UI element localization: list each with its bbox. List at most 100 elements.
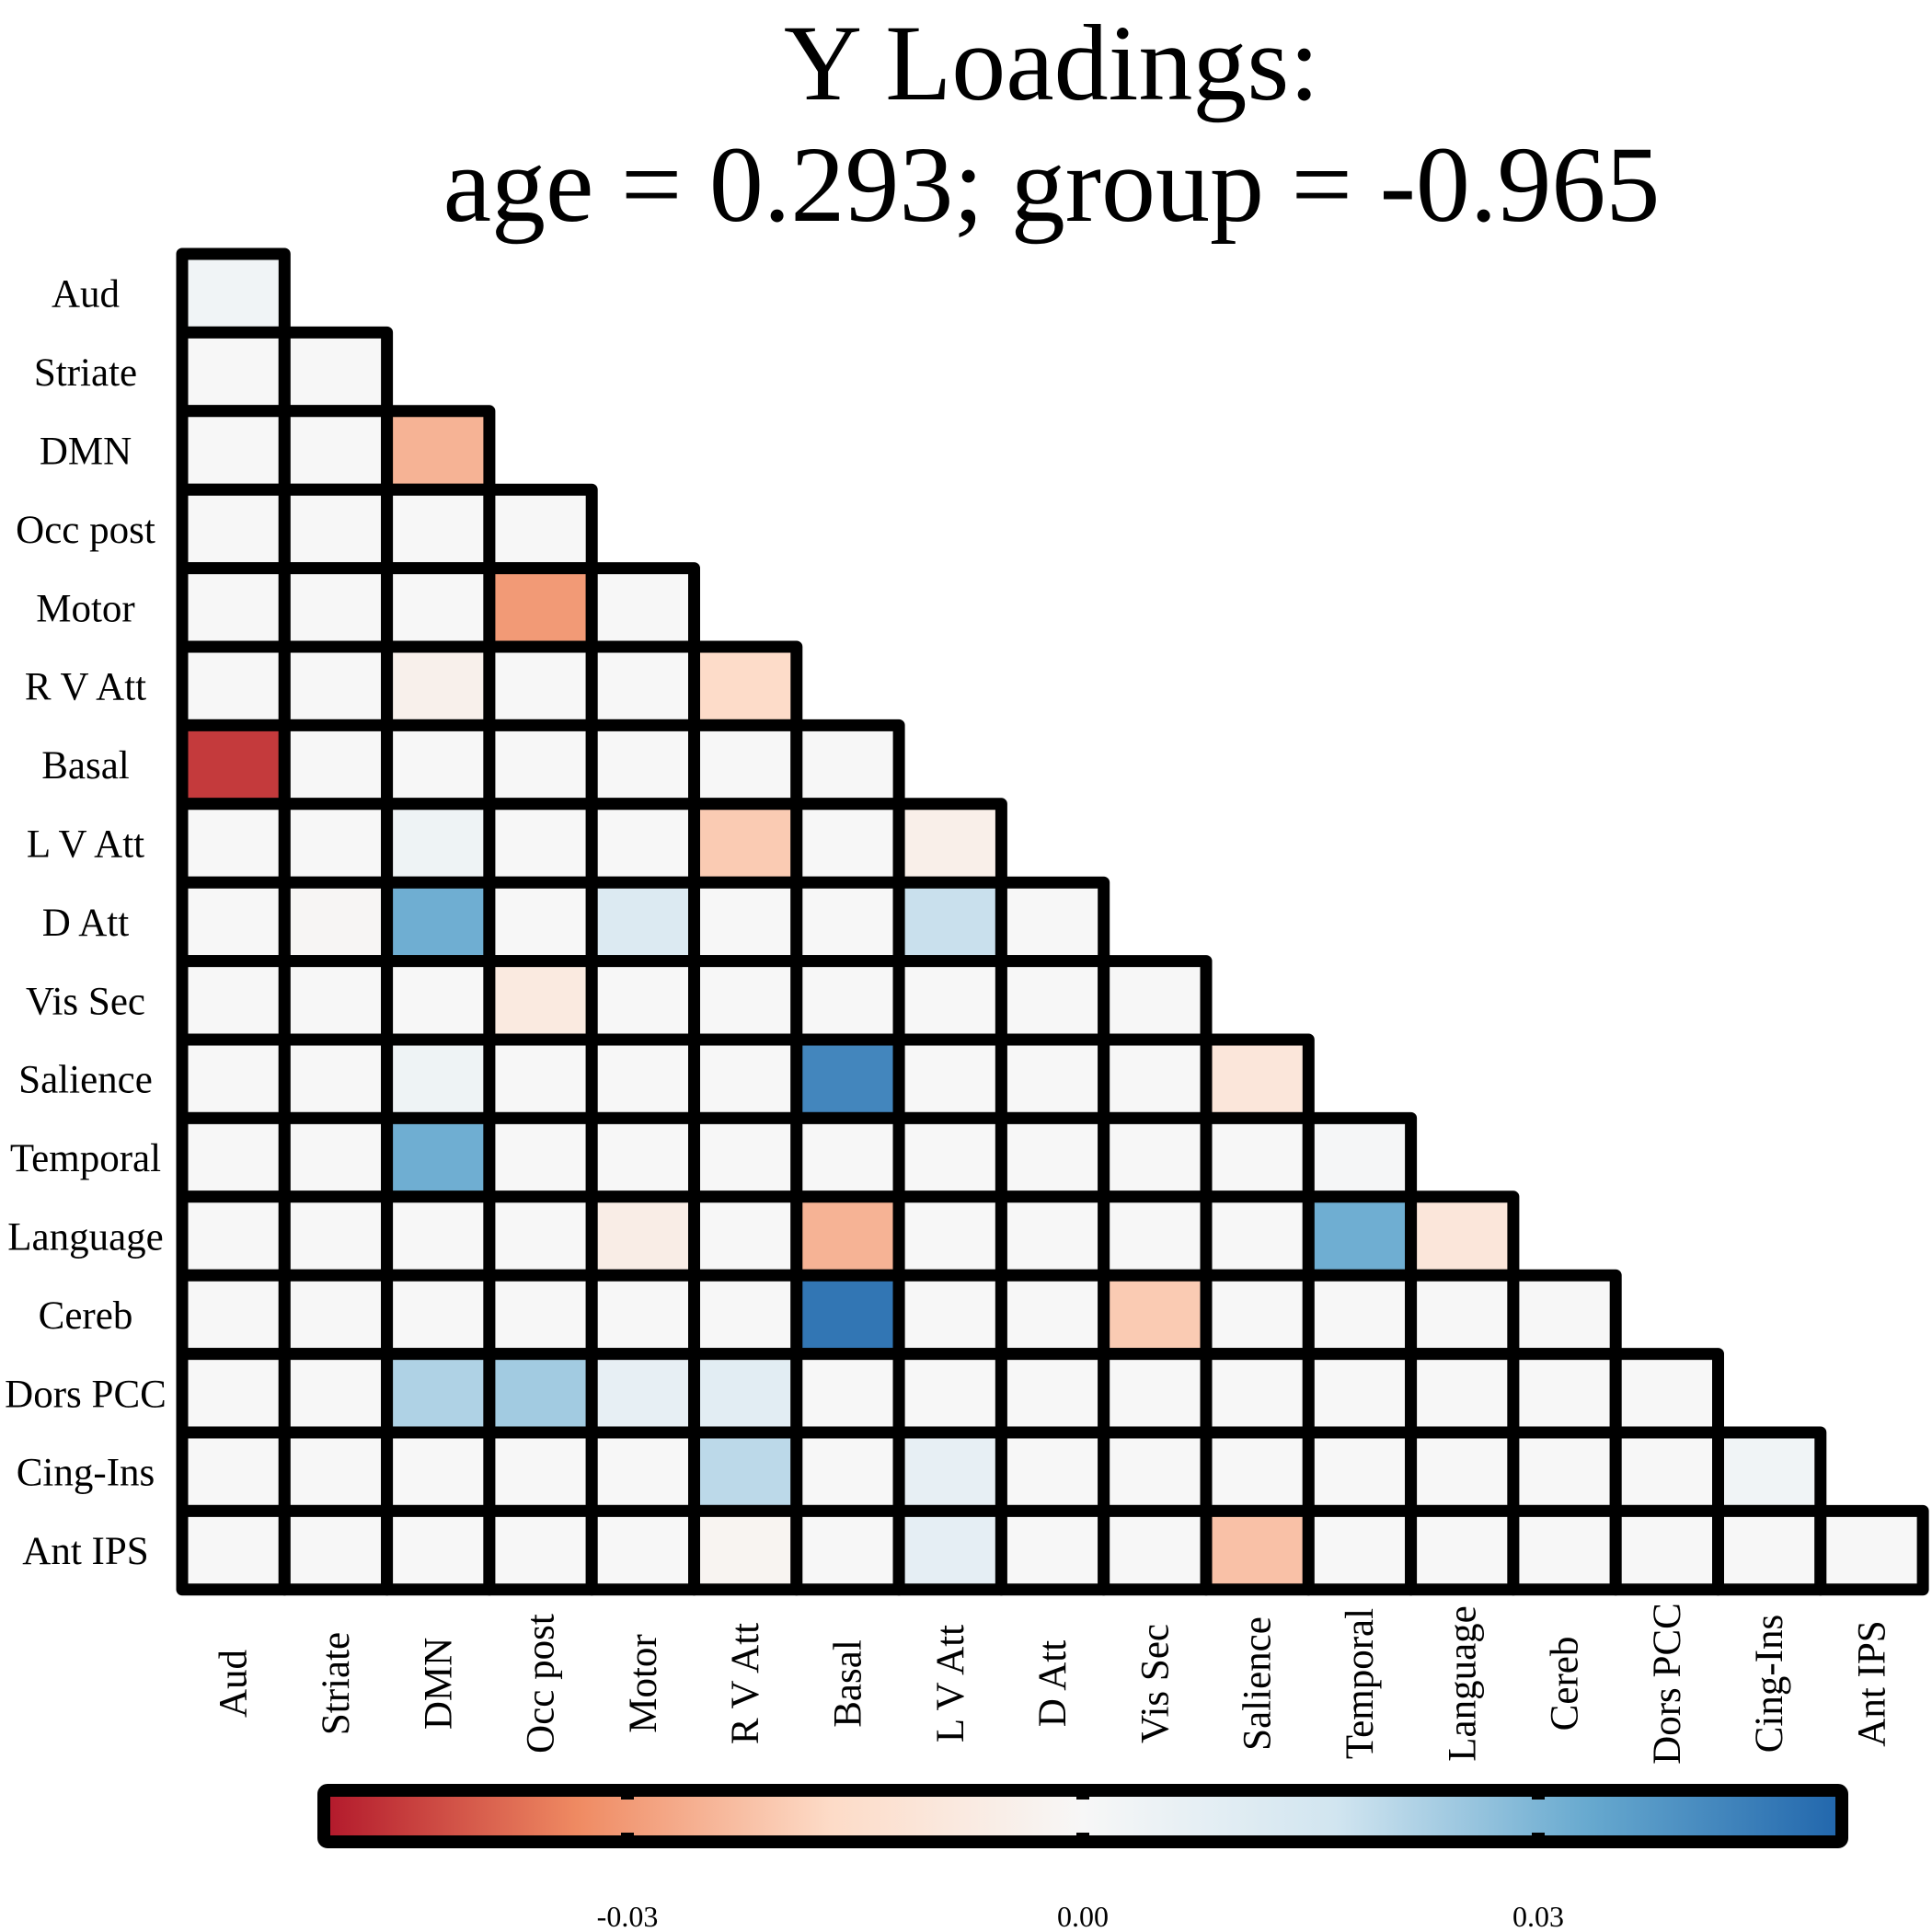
heatmap-cell-9-1 xyxy=(278,955,394,1046)
heatmap-cell-8-1 xyxy=(278,876,394,968)
heatmap-cell-11-6 xyxy=(790,1111,905,1203)
y-axis-labels: Aud Striate DMN Occ post Motor R V Att Basal L … xyxy=(5,273,167,1573)
heatmap-cell-6-5 xyxy=(688,719,803,811)
heatmap-cell-12-7 xyxy=(892,1190,1007,1282)
heatmap-cell-6-3 xyxy=(483,719,598,811)
y-tick-label: Ant IPS xyxy=(22,1530,148,1573)
heatmap-cell-14-7 xyxy=(892,1348,1007,1439)
heatmap-cell-14-12 xyxy=(1405,1348,1520,1439)
x-tick-label: Occ post xyxy=(520,1614,563,1754)
x-tick-label: L V Att xyxy=(929,1625,972,1742)
heatmap-cell-15-10 xyxy=(1200,1426,1315,1517)
heatmap-cell-12-9 xyxy=(1098,1190,1213,1282)
heatmap-cell-14-14 xyxy=(1609,1348,1724,1439)
heatmap-cell-10-7 xyxy=(892,1033,1007,1124)
y-tick-label: Motor xyxy=(36,587,135,630)
heatmap-cell-16-11 xyxy=(1302,1504,1418,1596)
heatmap-cell-2-2 xyxy=(381,405,496,496)
x-tick-label: Striate xyxy=(315,1632,358,1735)
heatmap-cell-12-3 xyxy=(483,1190,598,1282)
heatmap-cell-15-6 xyxy=(790,1426,905,1517)
heatmap-cell-15-5 xyxy=(688,1426,803,1517)
heatmap-cell-15-15 xyxy=(1712,1426,1827,1517)
heatmap-cell-16-1 xyxy=(278,1504,394,1596)
x-tick-label: R V Att xyxy=(724,1623,767,1744)
heatmap-cell-8-4 xyxy=(585,876,701,968)
colorbar-bar xyxy=(317,1784,1848,1848)
heatmap-cell-5-3 xyxy=(483,640,598,731)
heatmap-cell-5-0 xyxy=(176,640,291,731)
heatmap-cell-4-4 xyxy=(585,562,701,653)
heatmap-cell-16-12 xyxy=(1405,1504,1520,1596)
heatmap-cell-16-4 xyxy=(585,1504,701,1596)
heatmap-cell-7-6 xyxy=(790,798,905,889)
heatmap-cell-7-5 xyxy=(688,798,803,889)
heatmap-cells xyxy=(176,247,1929,1596)
heatmap-cell-11-9 xyxy=(1098,1111,1213,1203)
heatmap-cell-12-11 xyxy=(1302,1190,1418,1282)
heatmap-cell-9-2 xyxy=(381,955,496,1046)
heatmap-cell-13-6 xyxy=(790,1269,905,1361)
y-tick-label: Dors PCC xyxy=(5,1373,167,1416)
heatmap-cell-15-11 xyxy=(1302,1426,1418,1517)
heatmap-cell-11-5 xyxy=(688,1111,803,1203)
heatmap-cell-16-2 xyxy=(381,1504,496,1596)
heatmap-cell-15-4 xyxy=(585,1426,701,1517)
heatmap-cell-6-4 xyxy=(585,719,701,811)
heatmap-cell-12-1 xyxy=(278,1190,394,1282)
heatmap-cell-14-3 xyxy=(483,1348,598,1439)
heatmap-cell-5-1 xyxy=(278,640,394,731)
colorbar-tick-label: 0.03 xyxy=(1512,1900,1564,1932)
x-tick-label: D Att xyxy=(1031,1640,1075,1727)
y-tick-label: L V Att xyxy=(27,823,144,867)
heatmap-cell-10-1 xyxy=(278,1033,394,1124)
heatmap-cell-8-2 xyxy=(381,876,496,968)
heatmap-cell-5-2 xyxy=(381,640,496,731)
heatmap-cell-13-11 xyxy=(1302,1269,1418,1361)
heatmap-cell-15-3 xyxy=(483,1426,598,1517)
heatmap-cell-16-13 xyxy=(1507,1504,1622,1596)
heatmap-cell-7-3 xyxy=(483,798,598,889)
y-tick-label: Aud xyxy=(52,273,120,316)
x-tick-label: Motor xyxy=(622,1634,665,1733)
x-tick-label: Cing-Ins xyxy=(1748,1615,1791,1754)
heatmap-cell-6-0 xyxy=(176,719,291,811)
heatmap-cell-14-10 xyxy=(1200,1348,1315,1439)
heatmap-cell-9-8 xyxy=(995,955,1110,1046)
colorbar-tick-mark xyxy=(1076,1792,1089,1800)
heatmap-cell-1-0 xyxy=(176,326,291,418)
heatmap-cell-4-3 xyxy=(483,562,598,653)
y-tick-label: Basal xyxy=(41,744,130,788)
x-tick-label: Ant IPS xyxy=(1850,1620,1893,1746)
heatmap-cell-8-8 xyxy=(995,876,1110,968)
heatmap-cell-2-1 xyxy=(278,405,394,496)
heatmap-cell-7-4 xyxy=(585,798,701,889)
heatmap-cell-12-5 xyxy=(688,1190,803,1282)
heatmap-cell-3-3 xyxy=(483,483,598,575)
heatmap-cell-15-12 xyxy=(1405,1426,1520,1517)
heatmap-cell-1-1 xyxy=(278,326,394,418)
heatmap-cell-8-7 xyxy=(892,876,1007,968)
heatmap-cell-13-1 xyxy=(278,1269,394,1361)
y-tick-label: Language xyxy=(7,1216,164,1259)
heatmap-cell-15-0 xyxy=(176,1426,291,1517)
heatmap-cell-14-2 xyxy=(381,1348,496,1439)
heatmap-cell-10-0 xyxy=(176,1033,291,1124)
x-tick-label: Basal xyxy=(826,1639,869,1728)
heatmap-cell-8-0 xyxy=(176,876,291,968)
heatmap-cell-14-9 xyxy=(1098,1348,1213,1439)
heatmap-cell-16-3 xyxy=(483,1504,598,1596)
y-tick-label: D Att xyxy=(42,902,129,945)
heatmap-cell-14-1 xyxy=(278,1348,394,1439)
heatmap-cell-7-1 xyxy=(278,798,394,889)
heatmap-cell-11-11 xyxy=(1302,1111,1418,1203)
y-tick-label: R V Att xyxy=(25,666,146,709)
heatmap-cell-11-4 xyxy=(585,1111,701,1203)
heatmap-cell-16-15 xyxy=(1712,1504,1827,1596)
heatmap-cell-9-6 xyxy=(790,955,905,1046)
heatmap-cell-10-10 xyxy=(1200,1033,1315,1124)
heatmap-cell-16-7 xyxy=(892,1504,1007,1596)
heatmap-cell-16-6 xyxy=(790,1504,905,1596)
heatmap-cell-8-5 xyxy=(688,876,803,968)
